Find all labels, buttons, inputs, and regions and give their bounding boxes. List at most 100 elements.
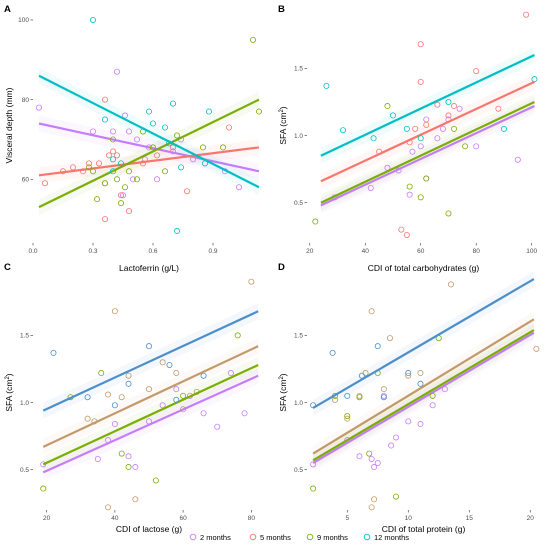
x-axis-label: CDI of lactose (g) (116, 524, 182, 534)
data-point (173, 132, 180, 139)
fit-line (320, 105, 535, 207)
panel-d: D 5 10 15 20 0.5 1.0 1.5 CDI of total protein (g… (278, 262, 540, 534)
data-point (145, 343, 152, 350)
data-point (429, 402, 436, 409)
legend-marker (249, 533, 257, 541)
y-tick-label: 1.0 (294, 400, 303, 407)
x-tick-label: 0.9 (208, 248, 217, 255)
series-5-months (38, 96, 260, 223)
data-point (462, 143, 469, 150)
panel-b: B 20 40 60 80 100 0.5 1.0 1.5 CDI of total carboh… (278, 4, 537, 273)
y-tick-label: 1.5 (294, 66, 303, 73)
data-point (227, 370, 234, 377)
y-axis-label-base: SFA (cm (278, 380, 288, 412)
data-point (447, 281, 454, 288)
data-point (417, 78, 424, 85)
series-5-months (320, 11, 535, 238)
legend-marker (363, 533, 371, 541)
data-point (451, 103, 458, 110)
data-point (98, 370, 105, 377)
data-point (344, 392, 351, 399)
y-axis-label-tail: ) (4, 373, 14, 376)
data-point (205, 108, 212, 115)
data-point (94, 455, 101, 462)
y-tick-label: 1.5 (294, 333, 303, 340)
data-point (114, 152, 121, 159)
y-axis-label: Visceral depth (mm) (4, 87, 14, 163)
data-point (173, 386, 180, 393)
x-tick-label: 40 (111, 515, 119, 522)
data-point (118, 450, 125, 457)
panel-letter: A (4, 4, 11, 15)
data-point (111, 421, 118, 428)
fit-line (312, 318, 535, 455)
fit-line (38, 98, 260, 209)
legend-label: 5 months (260, 533, 291, 542)
data-point (434, 101, 441, 108)
data-point (403, 125, 410, 132)
fit-line (312, 331, 535, 464)
panel-c: C 20 40 60 80 0.5 1.0 1.5 CDI of lactose (g) SFA … (4, 262, 259, 534)
data-point (169, 100, 176, 107)
data-point (248, 278, 255, 285)
legend-marker (306, 533, 314, 541)
data-point (219, 144, 226, 151)
data-point (214, 423, 221, 430)
series-12-months (38, 16, 260, 235)
data-point (366, 450, 373, 457)
data-point (423, 116, 430, 123)
data-point (340, 127, 347, 134)
data-point (110, 148, 117, 155)
data-point (371, 496, 378, 503)
x-tick-label: 60 (180, 515, 188, 522)
data-point (125, 453, 132, 460)
data-point (173, 228, 180, 235)
x-tick-label: 0.6 (148, 248, 157, 255)
data-point (533, 345, 540, 352)
data-point (102, 96, 109, 103)
data-point (451, 125, 458, 132)
data-point (159, 359, 166, 366)
x-tick-label: 15 (466, 515, 474, 522)
data-point (126, 208, 133, 215)
data-point (439, 125, 446, 132)
data-point (110, 128, 117, 135)
data-point (102, 216, 109, 223)
data-point (125, 464, 132, 471)
data-point (133, 136, 140, 143)
x-tick-label: 10 (405, 515, 413, 522)
x-tick-label: 80 (473, 248, 481, 255)
y-axis-label-superscript: 2 (279, 376, 285, 380)
x-tick-label: 100 (526, 248, 537, 255)
data-point (473, 68, 480, 75)
data-point (368, 455, 375, 462)
fit-line (38, 74, 260, 189)
data-point (110, 156, 117, 163)
data-point (367, 184, 374, 191)
legend-label: 12 months (374, 533, 409, 542)
series-5-months (312, 281, 540, 511)
fit-line (42, 310, 259, 412)
series-5-months (42, 278, 259, 511)
data-point (255, 108, 262, 115)
y-axis-label-tail: ) (278, 373, 288, 376)
y-tick-label: 1.0 (294, 133, 303, 140)
data-point (406, 183, 413, 190)
data-point (133, 176, 140, 183)
data-point (495, 105, 502, 112)
data-point (403, 231, 410, 238)
data-point (111, 402, 118, 409)
data-point (90, 16, 97, 23)
data-point (405, 372, 412, 379)
x-tick-label: 80 (248, 515, 256, 522)
data-point (199, 144, 206, 151)
y-axis-label-superscript: 2 (5, 376, 11, 380)
data-point (42, 180, 49, 187)
panel-letter: B (278, 4, 285, 15)
legend-label: 2 months (200, 533, 231, 542)
data-point (145, 108, 152, 115)
data-point (96, 160, 103, 167)
y-axis-label-tail: ) (278, 106, 288, 109)
data-point (423, 175, 430, 182)
data-point (105, 391, 112, 398)
